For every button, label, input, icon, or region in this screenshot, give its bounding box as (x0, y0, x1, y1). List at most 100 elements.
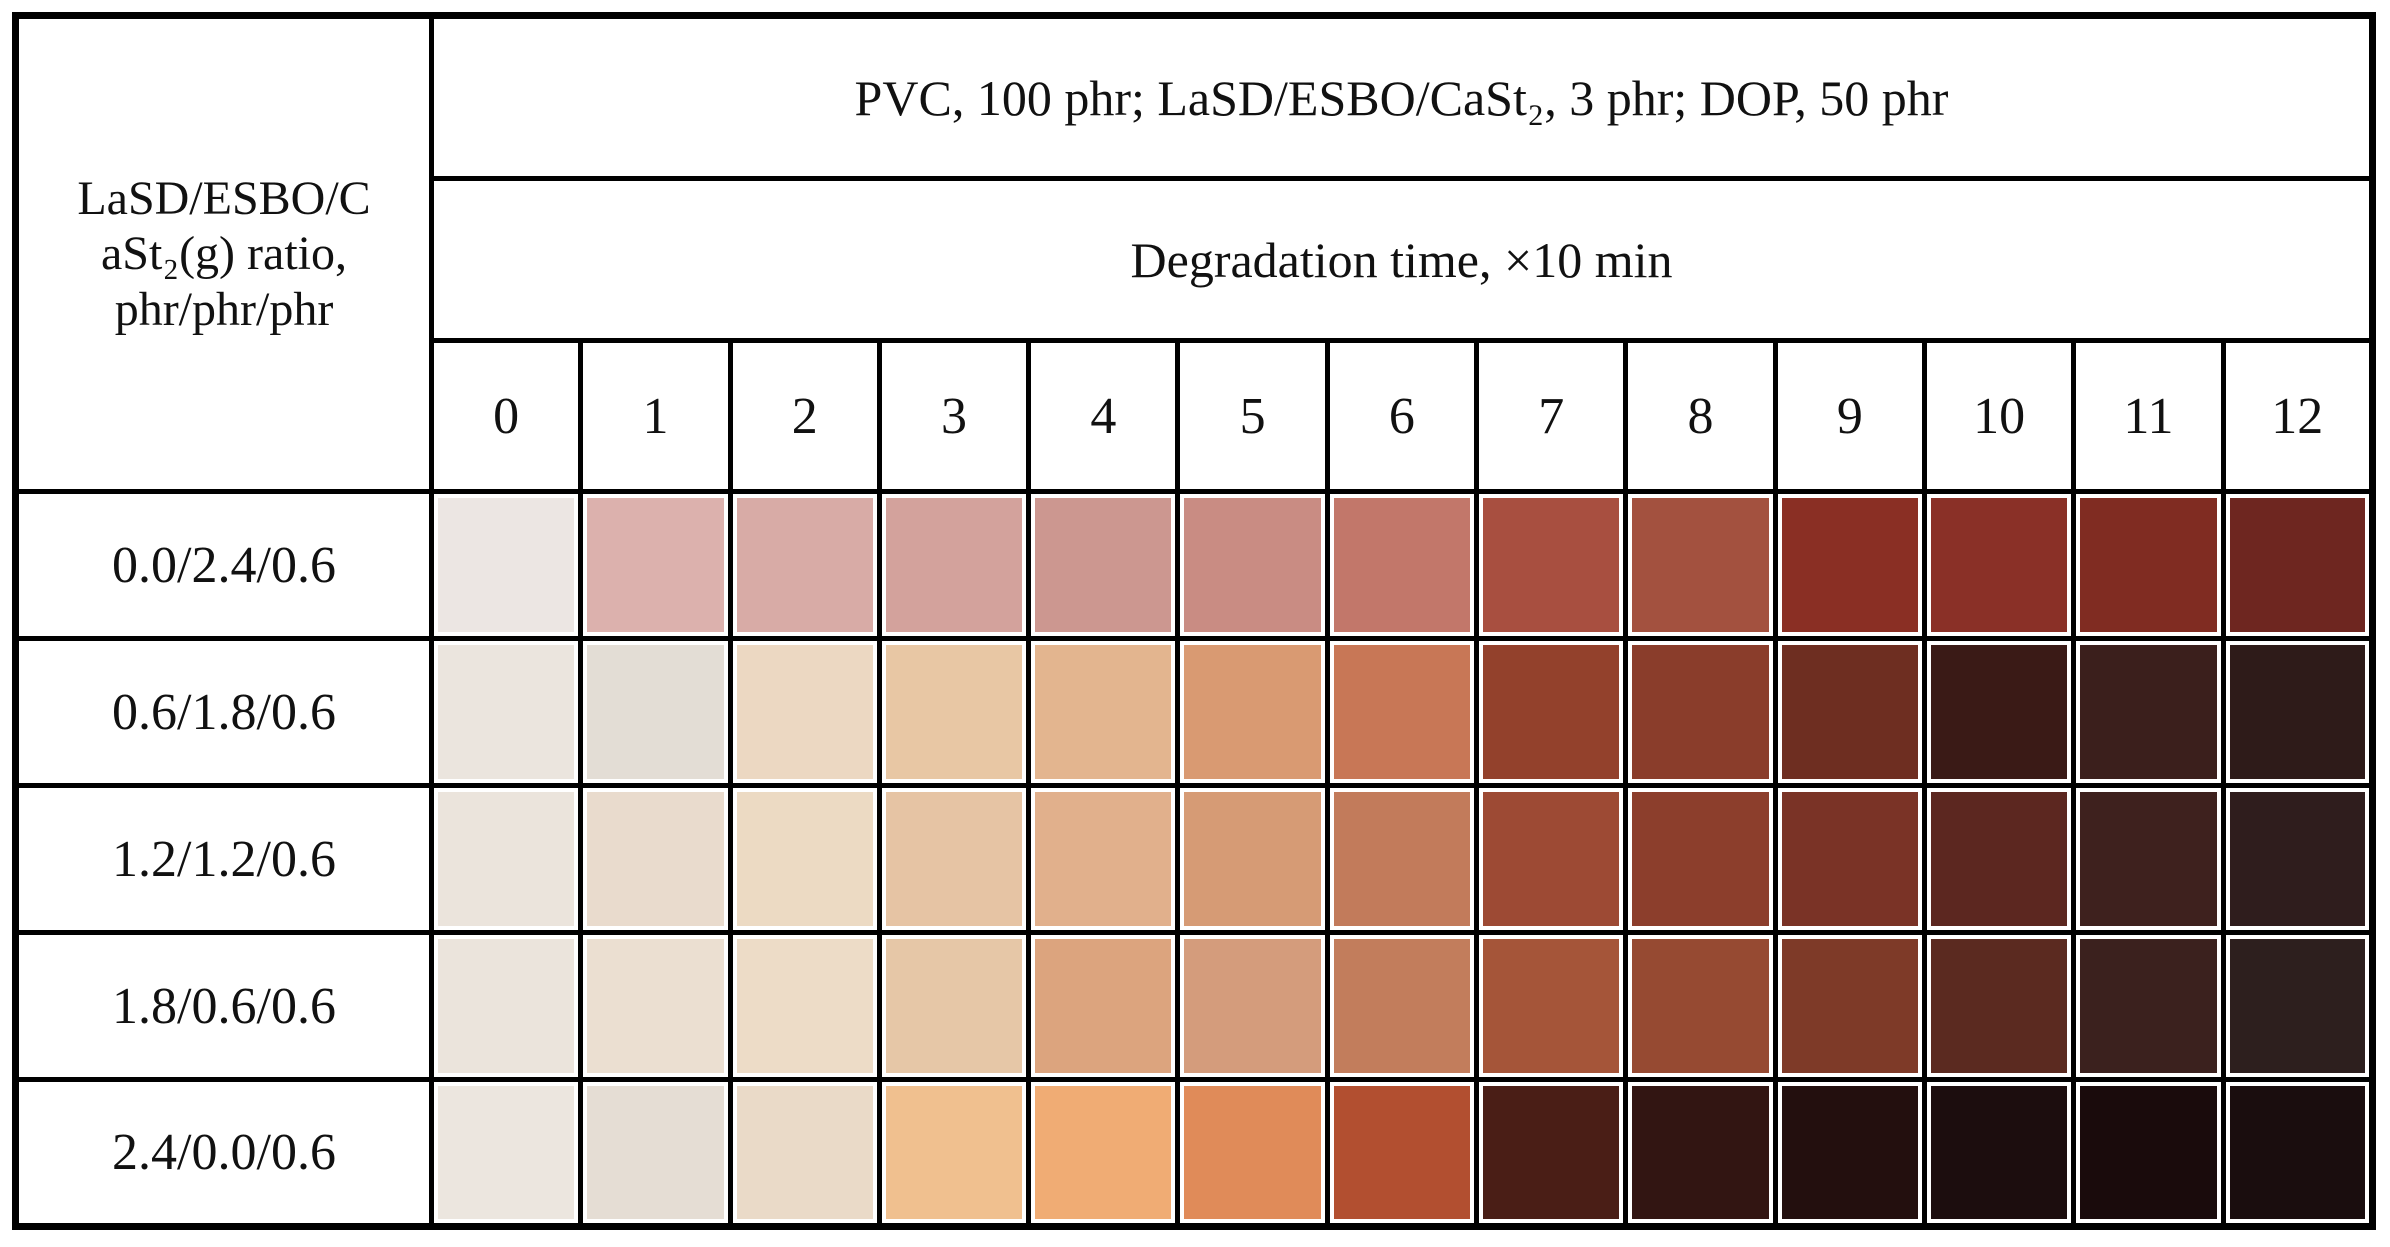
color-swatch (736, 939, 873, 1073)
column-header: 7 (1474, 338, 1629, 494)
row-label: 1.2/1.2/0.6 (13, 783, 434, 935)
column-header: 5 (1175, 338, 1330, 494)
swatch-cell (1324, 930, 1480, 1082)
swatch-cell (1026, 783, 1181, 935)
column-header: 1 (578, 338, 733, 494)
data-row: 1.8/0.6/0.6 (13, 930, 2376, 1082)
column-header: 9 (1772, 338, 1927, 494)
column-header: 10 (1921, 338, 2077, 494)
swatch-cell (428, 783, 584, 935)
row-label: 1.8/0.6/0.6 (13, 930, 434, 1082)
color-swatch (587, 792, 724, 926)
color-swatch (1333, 498, 1471, 632)
color-swatch (438, 792, 575, 926)
color-table: LaSD/ESBO/C aSt₂(g) ratio, phr/phr/phr PVC,… (12, 12, 2376, 1230)
table-title: PVC, 100 phr; LaSD/ESBO/CaSt₂, 3 phr; DO… (429, 13, 2375, 181)
swatch-cell (876, 489, 1032, 641)
row-label: 2.4/0.0/0.6 (13, 1077, 434, 1229)
swatch-cell (876, 930, 1032, 1082)
swatch-cell (1474, 1077, 1629, 1229)
swatch-cell (428, 1077, 584, 1229)
color-swatch (438, 1086, 575, 1219)
color-swatch (2080, 939, 2217, 1073)
swatch-cell (1324, 636, 1480, 788)
color-swatch (1781, 1086, 1918, 1219)
color-swatch (1184, 498, 1321, 632)
column-header: 6 (1324, 338, 1480, 494)
data-row: 0.0/2.4/0.6 (13, 489, 2376, 641)
swatch-cell (1772, 636, 1927, 788)
swatch-cell (727, 1077, 882, 1229)
swatch-cell (1324, 783, 1480, 935)
color-swatch (1035, 645, 1172, 779)
color-swatch (1483, 498, 1620, 632)
color-swatch (1333, 792, 1471, 926)
swatch-cell (1623, 489, 1778, 641)
swatch-cell (428, 489, 584, 641)
swatch-cell (1772, 930, 1927, 1082)
color-swatch (1333, 645, 1471, 779)
color-swatch (2229, 939, 2365, 1073)
color-swatch (1483, 645, 1620, 779)
swatch-cell (1772, 489, 1927, 641)
swatch-cell (1175, 489, 1330, 641)
color-swatch (885, 498, 1023, 632)
column-header: 11 (2071, 338, 2226, 494)
color-swatch (438, 498, 575, 632)
swatch-cell (578, 930, 733, 1082)
color-swatch (1184, 939, 1321, 1073)
color-swatch (736, 645, 873, 779)
row-header-line: aSt₂(g) ratio, (101, 227, 347, 281)
swatch-cell (428, 930, 584, 1082)
swatch-cell (1921, 1077, 2077, 1229)
swatch-cell (1026, 930, 1181, 1082)
column-header: 4 (1026, 338, 1181, 494)
swatch-cell (1175, 636, 1330, 788)
color-swatch (1483, 1086, 1620, 1219)
column-header: 3 (876, 338, 1032, 494)
swatch-cell (1175, 783, 1330, 935)
color-swatch (1930, 498, 2068, 632)
swatch-cell (428, 636, 584, 788)
color-swatch (2229, 792, 2365, 926)
color-swatch (1035, 939, 1172, 1073)
color-swatch (2080, 645, 2217, 779)
color-swatch (1184, 1086, 1321, 1219)
swatch-cell (1026, 1077, 1181, 1229)
data-row: 1.2/1.2/0.6 (13, 783, 2376, 935)
swatch-cell (578, 1077, 733, 1229)
table-subtitle: Degradation time, ×10 min (429, 176, 2375, 343)
color-swatch (1632, 645, 1769, 779)
swatch-cell (2220, 930, 2376, 1082)
color-swatch (1781, 792, 1918, 926)
color-swatch (587, 939, 724, 1073)
column-header: 8 (1623, 338, 1778, 494)
swatch-cell (1772, 783, 1927, 935)
color-swatch (1632, 792, 1769, 926)
data-row: 0.6/1.8/0.6 (13, 636, 2376, 788)
color-swatch (1184, 645, 1321, 779)
color-swatch (1781, 939, 1918, 1073)
column-header: 0 (428, 338, 584, 494)
swatch-cell (1474, 489, 1629, 641)
color-swatch (2229, 1086, 2365, 1219)
swatch-cell (578, 489, 733, 641)
swatch-cell (1772, 1077, 1927, 1229)
swatch-cell (578, 783, 733, 935)
color-swatch (2229, 498, 2365, 632)
swatch-cell (2071, 1077, 2226, 1229)
color-swatch (1930, 792, 2068, 926)
swatch-cell (2220, 636, 2376, 788)
row-label: 0.6/1.8/0.6 (13, 636, 434, 788)
color-swatch (1035, 498, 1172, 632)
swatch-cell (2071, 783, 2226, 935)
swatch-cell (1026, 489, 1181, 641)
color-swatch (736, 1086, 873, 1219)
color-swatch (1930, 939, 2068, 1073)
swatch-cell (578, 636, 733, 788)
swatch-cell (727, 489, 882, 641)
color-swatch (1035, 792, 1172, 926)
row-header-line: phr/phr/phr (114, 282, 334, 336)
color-swatch (1632, 1086, 1769, 1219)
